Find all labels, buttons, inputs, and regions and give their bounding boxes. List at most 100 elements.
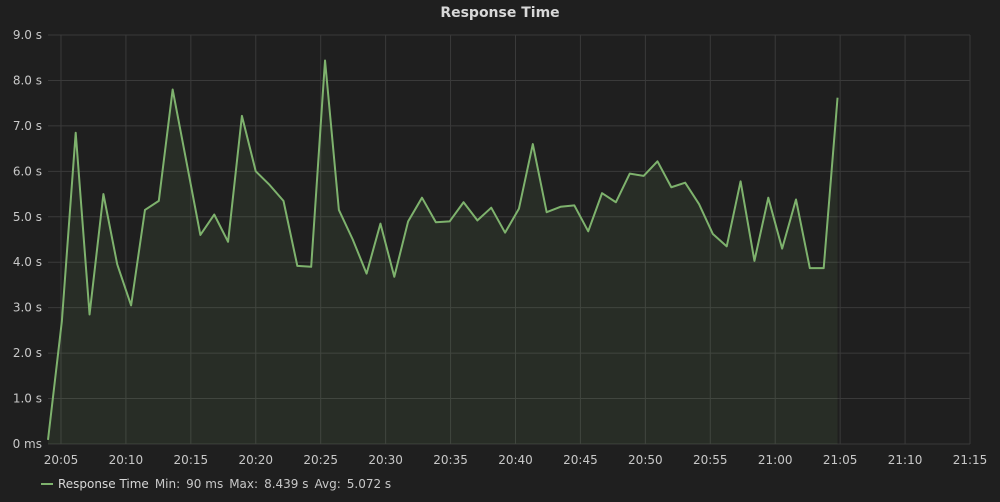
legend-min-value: 90 ms: [186, 477, 224, 491]
data-point[interactable]: [780, 247, 784, 251]
data-point[interactable]: [281, 199, 285, 203]
data-point[interactable]: [60, 319, 64, 323]
data-point[interactable]: [752, 259, 756, 263]
data-point[interactable]: [655, 159, 659, 163]
data-point[interactable]: [115, 262, 119, 266]
data-point[interactable]: [614, 200, 618, 204]
data-point[interactable]: [392, 275, 396, 279]
data-point[interactable]: [531, 142, 535, 146]
data-point[interactable]: [600, 191, 604, 195]
data-point[interactable]: [669, 185, 673, 189]
data-point[interactable]: [739, 179, 743, 183]
data-point[interactable]: [46, 438, 50, 442]
data-point[interactable]: [337, 208, 341, 212]
grid: [48, 34, 971, 445]
y-tick-label: 9.0 s: [13, 28, 42, 42]
y-tick-label: 5.0 s: [13, 210, 42, 224]
x-tick-label: 21:15: [953, 453, 988, 467]
data-point[interactable]: [378, 222, 382, 226]
data-point[interactable]: [697, 202, 701, 206]
data-point[interactable]: [794, 198, 798, 202]
data-point[interactable]: [351, 238, 355, 242]
data-point[interactable]: [420, 196, 424, 200]
panel-title[interactable]: Response Time: [440, 5, 560, 21]
x-tick-label: 20:30: [368, 453, 403, 467]
data-point[interactable]: [808, 266, 812, 270]
data-point[interactable]: [642, 174, 646, 178]
legend-min-label: Min:: [154, 477, 181, 491]
data-point[interactable]: [295, 264, 299, 268]
data-point[interactable]: [489, 206, 493, 210]
data-point[interactable]: [683, 181, 687, 185]
data-point[interactable]: [226, 240, 230, 244]
legend-series-name[interactable]: Response Time: [58, 477, 149, 491]
y-tick-label: 6.0 s: [13, 164, 42, 178]
data-point[interactable]: [503, 231, 507, 235]
y-tick-label: 7.0 s: [13, 119, 42, 133]
data-point[interactable]: [171, 88, 175, 92]
y-tick-label: 8.0 s: [13, 73, 42, 87]
legend[interactable]: Response Time Min: 90 ms Max: 8.439 s Av…: [41, 477, 397, 491]
data-point[interactable]: [448, 219, 452, 223]
data-point[interactable]: [822, 266, 826, 270]
data-point[interactable]: [254, 169, 258, 173]
data-point[interactable]: [101, 192, 105, 196]
legend-avg-value: 5.072 s: [346, 477, 392, 491]
y-tick-label: 2.0 s: [13, 346, 42, 360]
data-point[interactable]: [323, 58, 327, 62]
data-point[interactable]: [88, 312, 92, 316]
data-point[interactable]: [143, 208, 147, 212]
y-tick-label: 1.0 s: [13, 392, 42, 406]
data-point[interactable]: [129, 303, 133, 307]
x-tick-label: 20:35: [433, 453, 468, 467]
x-tick-label: 20:20: [238, 453, 273, 467]
x-tick-label: 21:00: [758, 453, 793, 467]
x-tick-label: 20:05: [44, 453, 79, 467]
x-tick-label: 21:05: [823, 453, 858, 467]
x-tick-label: 20:25: [303, 453, 338, 467]
x-tick-label: 20:10: [109, 453, 144, 467]
x-axis-ticks: 20:05 20:10 20:15 20:20 20:25 20:30 20:35 20:40…: [44, 453, 988, 467]
data-point[interactable]: [586, 229, 590, 233]
legend-avg-label: Avg:: [314, 477, 341, 491]
data-point[interactable]: [406, 219, 410, 223]
data-point[interactable]: [462, 200, 466, 204]
data-point[interactable]: [268, 183, 272, 187]
legend-max-label: Max:: [229, 477, 259, 491]
data-point[interactable]: [559, 205, 563, 209]
legend-color-swatch[interactable]: [41, 483, 53, 485]
data-point[interactable]: [365, 272, 369, 276]
data-point[interactable]: [198, 233, 202, 237]
x-tick-label: 20:50: [628, 453, 663, 467]
series-line[interactable]: [47, 59, 839, 441]
data-point[interactable]: [766, 196, 770, 200]
x-tick-label: 20:15: [174, 453, 209, 467]
data-point[interactable]: [185, 160, 189, 164]
x-tick-label: 20:40: [498, 453, 533, 467]
data-point[interactable]: [434, 220, 438, 224]
x-tick-label: 20:55: [693, 453, 728, 467]
data-point[interactable]: [836, 96, 840, 100]
series-response-time[interactable]: [46, 58, 840, 444]
data-point[interactable]: [628, 172, 632, 176]
data-point[interactable]: [545, 210, 549, 214]
series-area-fill: [48, 60, 838, 444]
data-point[interactable]: [157, 199, 161, 203]
data-point[interactable]: [725, 244, 729, 248]
data-point[interactable]: [309, 265, 313, 269]
data-point[interactable]: [711, 232, 715, 236]
data-point[interactable]: [517, 207, 521, 211]
data-point[interactable]: [212, 213, 216, 217]
data-point[interactable]: [240, 114, 244, 118]
y-tick-label: 3.0 s: [13, 301, 42, 315]
data-point[interactable]: [74, 131, 78, 135]
legend-max-value: 8.439 s: [264, 477, 309, 491]
y-tick-label: 0 ms: [13, 437, 42, 451]
y-tick-label: 4.0 s: [13, 255, 42, 269]
x-tick-label: 20:45: [563, 453, 598, 467]
data-point[interactable]: [572, 203, 576, 207]
y-axis-ticks: 0 ms 1.0 s 2.0 s 3.0 s 4.0 s 5.0 s 6.0 s 7.0 s 8…: [13, 28, 42, 451]
data-point[interactable]: [475, 218, 479, 222]
